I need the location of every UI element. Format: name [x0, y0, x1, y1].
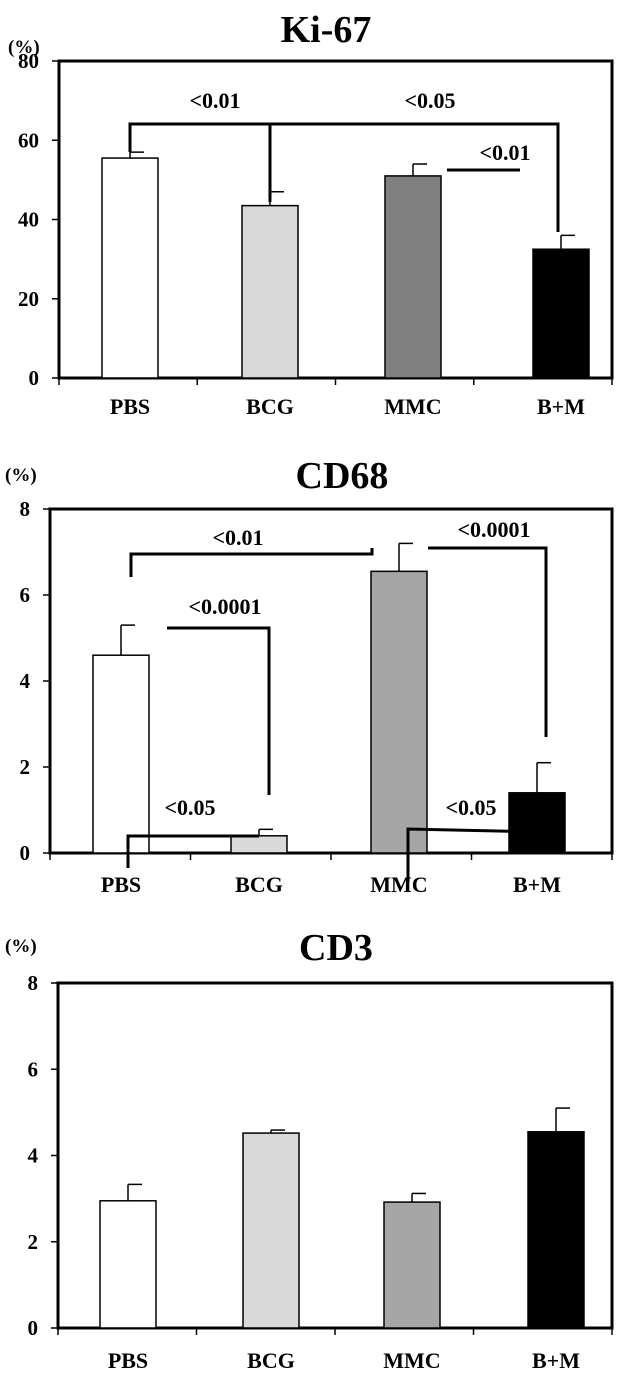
y-tick-label: 20 — [18, 287, 39, 311]
bar-bcg — [242, 1132, 300, 1329]
significance-bracket: <0.05 — [270, 88, 560, 232]
significance-bracket: <0.0001 — [428, 517, 548, 737]
bracket-line — [129, 548, 374, 577]
y-tick-label: 4 — [28, 1144, 39, 1168]
y-tick-label: 80 — [18, 49, 39, 73]
bar-bplusm — [508, 792, 566, 854]
chart-title: Ki-67 — [281, 9, 372, 51]
bar-mmc — [384, 175, 442, 379]
y-axis-unit: (%) — [5, 936, 37, 957]
bracket-line — [270, 122, 560, 232]
chart-title: CD68 — [296, 455, 389, 497]
y-axis-unit: (%) — [5, 465, 37, 486]
chart-title: CD3 — [299, 927, 373, 969]
y-tick-label: 2 — [28, 1230, 39, 1254]
category-label: MMC — [383, 1348, 440, 1373]
y-tick-label: 40 — [18, 208, 39, 232]
chart-panel-1: Ki-67 (%) 0 20 40 60 80 PBS BCG MMC B+M <0.01 <0.05 <… — [8, 9, 614, 419]
category-label: MMC — [384, 394, 441, 419]
y-tick-label: 4 — [20, 669, 31, 693]
bracket-line — [406, 827, 545, 882]
p-value-label: <0.01 — [479, 140, 530, 165]
significance-bracket: <0.01 — [447, 140, 531, 172]
bar-mmc — [370, 570, 428, 854]
significance-bracket: <0.05 — [126, 795, 259, 868]
significance-bracket: <0.05 — [406, 795, 545, 882]
category-label: B+M — [532, 1348, 580, 1373]
bar-pbs — [92, 654, 150, 854]
y-tick-label: 60 — [18, 128, 39, 152]
category-label: MMC — [370, 872, 427, 897]
chart-panel-2: CD68 (%) 0 2 4 6 8 PBS BCG MMC B+M <0.01 <0.0001 <0.0… — [5, 455, 614, 897]
category-label: PBS — [101, 872, 141, 897]
bar-pbs — [101, 157, 159, 379]
category-label: BCG — [247, 1348, 295, 1373]
significance-bracket: <0.01 — [129, 525, 374, 577]
category-label: BCG — [235, 872, 283, 897]
chart-panel-3: CD3 (%) 0 2 4 6 8 PBS BCG MMC B+M <0.05 <0.05 — [5, 795, 614, 1373]
p-value-label: <0.0001 — [457, 517, 530, 542]
bracket-line — [128, 122, 272, 202]
category-label: BCG — [246, 394, 294, 419]
bar-mmc — [383, 1201, 441, 1329]
y-tick-label: 8 — [28, 971, 39, 995]
significance-bracket: <0.0001 — [167, 594, 271, 795]
bar-pbs — [99, 1200, 157, 1329]
y-tick-label: 8 — [20, 497, 31, 521]
significance-bracket: <0.01 — [128, 88, 272, 202]
bar-bcg — [230, 835, 288, 854]
bracket-line — [428, 546, 548, 737]
bracket-line — [167, 626, 271, 795]
category-label: B+M — [513, 872, 561, 897]
p-value-label: <0.0001 — [188, 594, 261, 619]
category-label: B+M — [537, 394, 585, 419]
p-value-label: <0.05 — [404, 88, 455, 113]
y-tick-label: 0 — [20, 841, 31, 865]
p-value-label: <0.05 — [164, 795, 215, 820]
y-tick-label: 0 — [28, 1316, 39, 1340]
bracket-line — [126, 834, 259, 868]
p-value-label: <0.01 — [189, 88, 240, 113]
y-tick-label: 6 — [28, 1057, 39, 1081]
bar-bplusm — [527, 1131, 585, 1329]
y-axis-unit: (%) — [8, 37, 40, 58]
p-value-label: <0.01 — [212, 525, 263, 550]
y-tick-label: 6 — [20, 583, 31, 607]
category-label: PBS — [108, 1348, 148, 1373]
y-tick-label: 0 — [29, 366, 40, 390]
p-value-label: <0.05 — [445, 795, 496, 820]
y-tick-label: 2 — [20, 755, 31, 779]
bar-bplusm — [532, 248, 590, 379]
category-label: PBS — [110, 394, 150, 419]
bar-bcg — [241, 204, 299, 379]
